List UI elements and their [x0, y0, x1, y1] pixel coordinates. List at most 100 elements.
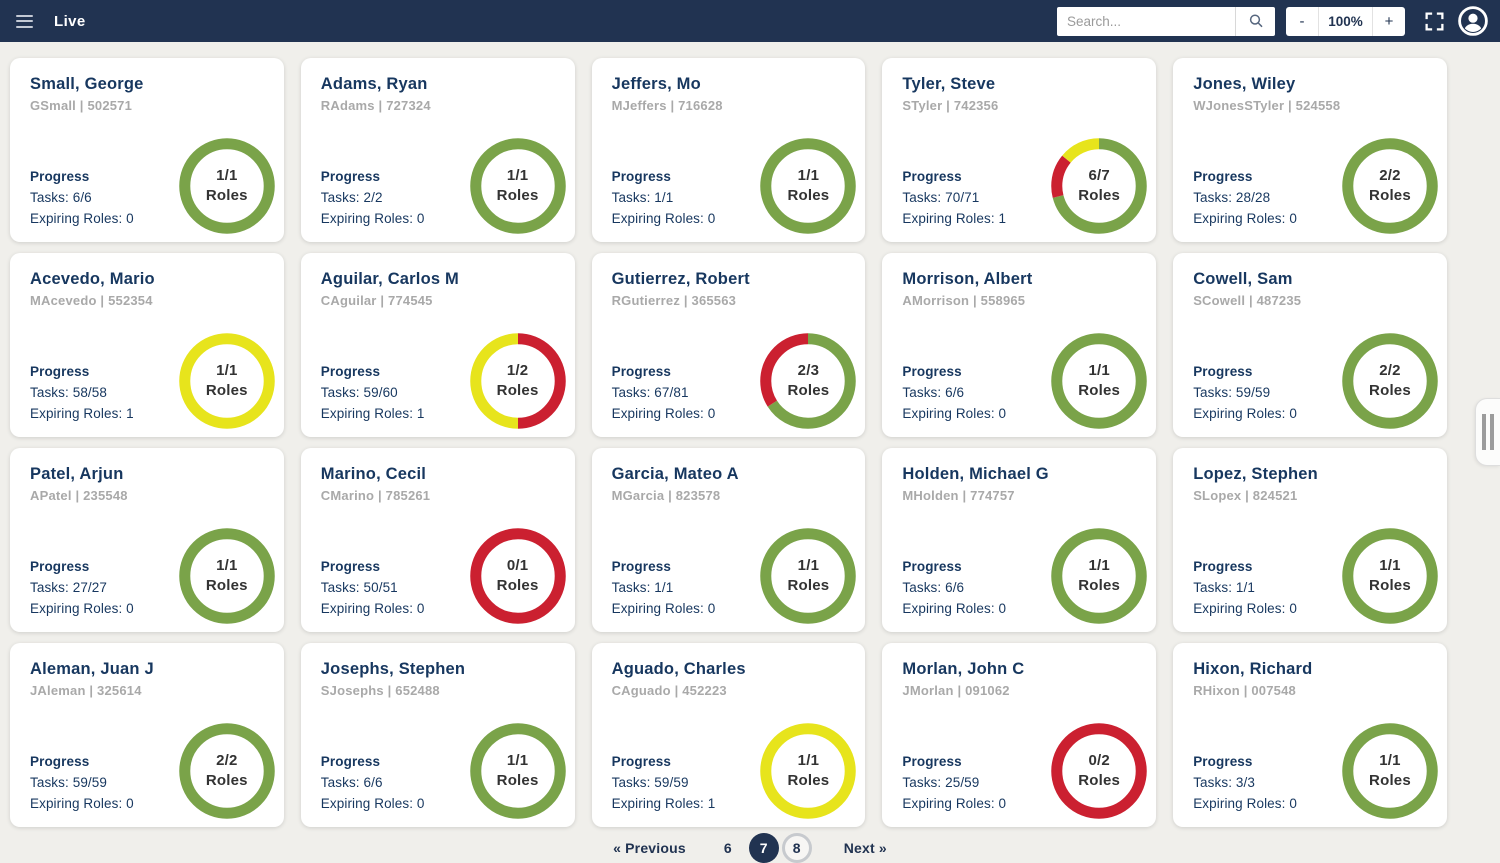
fullscreen-button[interactable] — [1422, 9, 1447, 34]
roles-ratio: 2/3 — [797, 361, 820, 379]
person-card[interactable]: Jeffers, Mo MJeffers | 716628 Progress T… — [591, 58, 866, 242]
person-name: Patel, Arjun — [30, 465, 124, 483]
person-name: Morlan, John C — [902, 660, 1025, 678]
roles-label: Roles — [1369, 577, 1411, 594]
person-card[interactable]: Jones, Wiley WJonesSTyler | 524558 Progr… — [1173, 58, 1447, 242]
expiring-roles-count: Expiring Roles: 0 — [1193, 406, 1297, 422]
page-button-6[interactable]: 6 — [718, 833, 738, 863]
progress-block: Progress Tasks: 6/6 Expiring Roles: 0 — [902, 557, 1006, 620]
person-card[interactable]: Cowell, Sam SCowell | 487235 Progress Ta… — [1173, 253, 1447, 437]
person-card[interactable]: Lopez, Stephen SLopex | 824521 Progress … — [1173, 448, 1447, 632]
expiring-roles-count: Expiring Roles: 0 — [1193, 211, 1297, 227]
roles-ratio: 1/1 — [1088, 556, 1110, 574]
roles-donut-ring — [179, 723, 275, 819]
roles-donut-ring — [760, 138, 857, 234]
expiring-roles-count: Expiring Roles: 0 — [902, 601, 1007, 617]
hamburger-menu-button[interactable] — [14, 11, 35, 32]
person-username-id: CAguado | 452223 — [611, 683, 727, 698]
roles-donut-chart: 2/2 Roles — [1342, 333, 1438, 429]
search-input[interactable] — [1057, 6, 1235, 36]
search-bar — [1057, 6, 1275, 36]
progress-label: Progress — [320, 169, 381, 185]
previous-page-button[interactable]: « Previous — [607, 839, 692, 857]
progress-label: Progress — [320, 364, 381, 380]
person-card[interactable]: Josephs, Stephen SJosephs | 652488 Progr… — [300, 643, 575, 827]
side-drawer-handle[interactable] — [1475, 398, 1500, 466]
tasks-count: Tasks: 6/6 — [902, 385, 965, 401]
roles-donut-chart: 2/2 Roles — [1342, 138, 1438, 234]
roles-label: Roles — [205, 772, 248, 789]
tasks-count: Tasks: 59/59 — [30, 775, 107, 791]
person-card[interactable]: Acevedo, Mario MAcevedo | 552354 Progres… — [10, 253, 284, 437]
tasks-count: Tasks: 1/1 — [1193, 580, 1255, 596]
page-button-7[interactable]: 7 — [748, 833, 779, 863]
roles-label: Roles — [1369, 772, 1411, 789]
person-card[interactable]: Holden, Michael G MHolden | 774757 Progr… — [882, 448, 1157, 632]
progress-label: Progress — [611, 169, 671, 185]
tasks-count: Tasks: 1/1 — [611, 190, 674, 206]
roles-donut-chart: 1/1 Roles — [469, 723, 566, 819]
progress-label: Progress — [611, 754, 671, 770]
roles-ratio: 1/1 — [797, 556, 820, 574]
person-card[interactable]: Aleman, Juan J JAleman | 325614 Progress… — [10, 643, 284, 827]
person-card[interactable]: Patel, Arjun APatel | 235548 Progress Ta… — [10, 448, 284, 632]
roles-donut-chart: 1/1 Roles — [760, 528, 857, 624]
roles-label: Roles — [1369, 382, 1411, 399]
roles-label: Roles — [496, 577, 539, 594]
person-card[interactable]: Small, George GSmall | 502571 Progress T… — [10, 58, 284, 242]
progress-block: Progress Tasks: 1/1 Expiring Roles: 0 — [612, 557, 716, 620]
roles-label: Roles — [496, 382, 539, 399]
tasks-count: Tasks: 67/81 — [611, 385, 689, 401]
roles-donut-chart: 2/3 Roles — [760, 333, 857, 429]
progress-label: Progress — [1193, 364, 1253, 380]
roles-donut-chart: 1/1 Roles — [179, 528, 275, 624]
zoom-in-button[interactable]: + — [1373, 6, 1405, 36]
person-card[interactable]: Marino, Cecil CMarino | 785261 Progress … — [300, 448, 575, 632]
expiring-roles-count: Expiring Roles: 1 — [320, 406, 425, 422]
tasks-count: Tasks: 59/59 — [1193, 385, 1271, 401]
roles-donut-chart: 2/2 Roles — [179, 723, 275, 819]
person-card[interactable]: Adams, Ryan RAdams | 727324 Progress Tas… — [300, 58, 575, 242]
expiring-roles-count: Expiring Roles: 0 — [30, 601, 134, 617]
roles-ratio: 1/1 — [216, 166, 238, 184]
hamburger-icon — [16, 14, 33, 17]
person-name: Jeffers, Mo — [611, 75, 701, 93]
roles-donut-chart: 1/1 Roles — [1342, 723, 1438, 819]
person-card[interactable]: Aguilar, Carlos M CAguilar | 774545 Prog… — [300, 253, 575, 437]
zoom-out-button[interactable]: - — [1286, 6, 1318, 36]
roles-donut-chart: 1/1 Roles — [469, 138, 566, 234]
search-icon — [1249, 14, 1262, 28]
person-username-id: CMarino | 785261 — [320, 488, 431, 503]
person-card[interactable]: Gutierrez, Robert RGutierrez | 365563 Pr… — [591, 253, 866, 437]
roles-label: Roles — [496, 187, 539, 204]
roles-donut-ring — [469, 723, 566, 819]
person-card[interactable]: Hixon, Richard RHixon | 007548 Progress … — [1173, 643, 1447, 827]
person-username-id: WJonesSTyler | 524558 — [1193, 98, 1341, 113]
person-card[interactable]: Morlan, John C JMorlan | 091062 Progress… — [882, 643, 1157, 827]
roles-label: Roles — [787, 187, 830, 204]
progress-label: Progress — [30, 169, 90, 185]
person-username-id: SJosephs | 652488 — [320, 683, 440, 698]
person-card[interactable]: Aguado, Charles CAguado | 452223 Progres… — [591, 643, 866, 827]
roles-donut-ring — [179, 138, 275, 234]
page-button-8[interactable]: 8 — [781, 833, 812, 863]
roles-ratio: 1/1 — [797, 166, 820, 184]
roles-label: Roles — [1078, 187, 1121, 204]
roles-ratio: 1/1 — [216, 556, 238, 574]
next-page-button[interactable]: Next » — [838, 839, 893, 857]
person-card[interactable]: Tyler, Steve STyler | 742356 Progress Ta… — [882, 58, 1157, 242]
account-button[interactable] — [1458, 6, 1488, 36]
roles-ratio: 0/1 — [506, 556, 529, 574]
card-grid: Small, George GSmall | 502571 Progress T… — [10, 58, 1447, 827]
roles-label: Roles — [1078, 382, 1121, 399]
person-name: Lopez, Stephen — [1193, 465, 1318, 483]
roles-donut-chart: 1/1 Roles — [1342, 528, 1438, 624]
zoom-level: 100% — [1318, 6, 1373, 36]
person-card[interactable]: Morrison, Albert AMorrison | 558965 Prog… — [882, 253, 1157, 437]
person-card[interactable]: Garcia, Mateo A MGarcia | 823578 Progres… — [591, 448, 866, 632]
person-username-id: JAleman | 325614 — [30, 683, 142, 698]
roles-ratio: 2/2 — [216, 751, 238, 769]
search-button[interactable] — [1235, 6, 1275, 36]
roles-donut-ring — [469, 138, 566, 234]
roles-ratio: 1/2 — [506, 361, 529, 379]
